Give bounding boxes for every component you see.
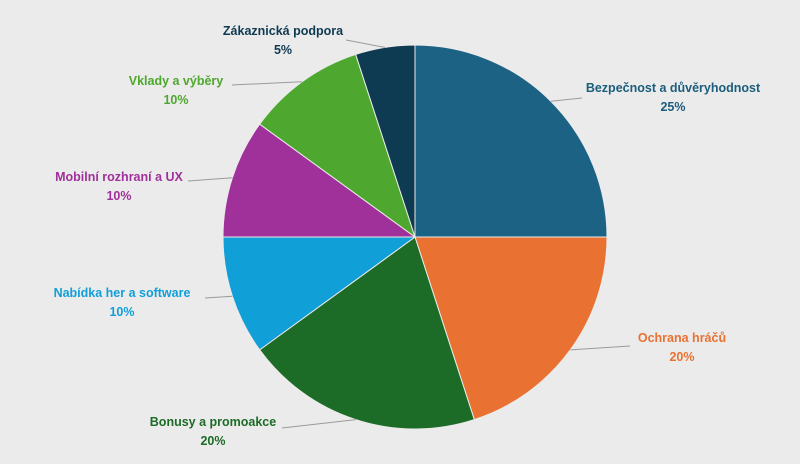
- slice-value-label: 20%: [200, 434, 225, 448]
- leader-line: [231, 81, 303, 86]
- slice-value-label: 20%: [669, 350, 694, 364]
- pie-slice: [222, 123, 417, 238]
- slice-label: Mobilní rozhraní a UX: [55, 170, 183, 184]
- leader-line: [550, 97, 583, 102]
- pie-slice: [414, 236, 608, 421]
- pie-slice: [258, 53, 416, 239]
- slice-label: Nabídka her a software: [54, 286, 191, 300]
- leader-line: [570, 345, 631, 351]
- slice-value-label: 5%: [274, 43, 292, 57]
- pie-slice: [414, 44, 608, 238]
- slice-value-label: 10%: [109, 305, 134, 319]
- leader-line: [187, 177, 233, 182]
- slice-label: Bonusy a promoakce: [150, 415, 276, 429]
- slice-value-label: 25%: [660, 100, 685, 114]
- slice-value-label: 10%: [163, 93, 188, 107]
- pie-slice: [258, 236, 475, 430]
- leader-line: [204, 295, 233, 299]
- slice-label: Zákaznická podpora: [223, 24, 344, 38]
- slice-label: Vklady a výběry: [129, 74, 224, 88]
- pie-slice: [222, 236, 417, 351]
- slice-label: Ochrana hráčů: [638, 331, 726, 345]
- slice-label: Bezpečnost a důvěryhodnost: [586, 81, 761, 95]
- leader-line: [281, 419, 356, 429]
- leader-line: [345, 39, 386, 48]
- slice-value-label: 10%: [106, 189, 131, 203]
